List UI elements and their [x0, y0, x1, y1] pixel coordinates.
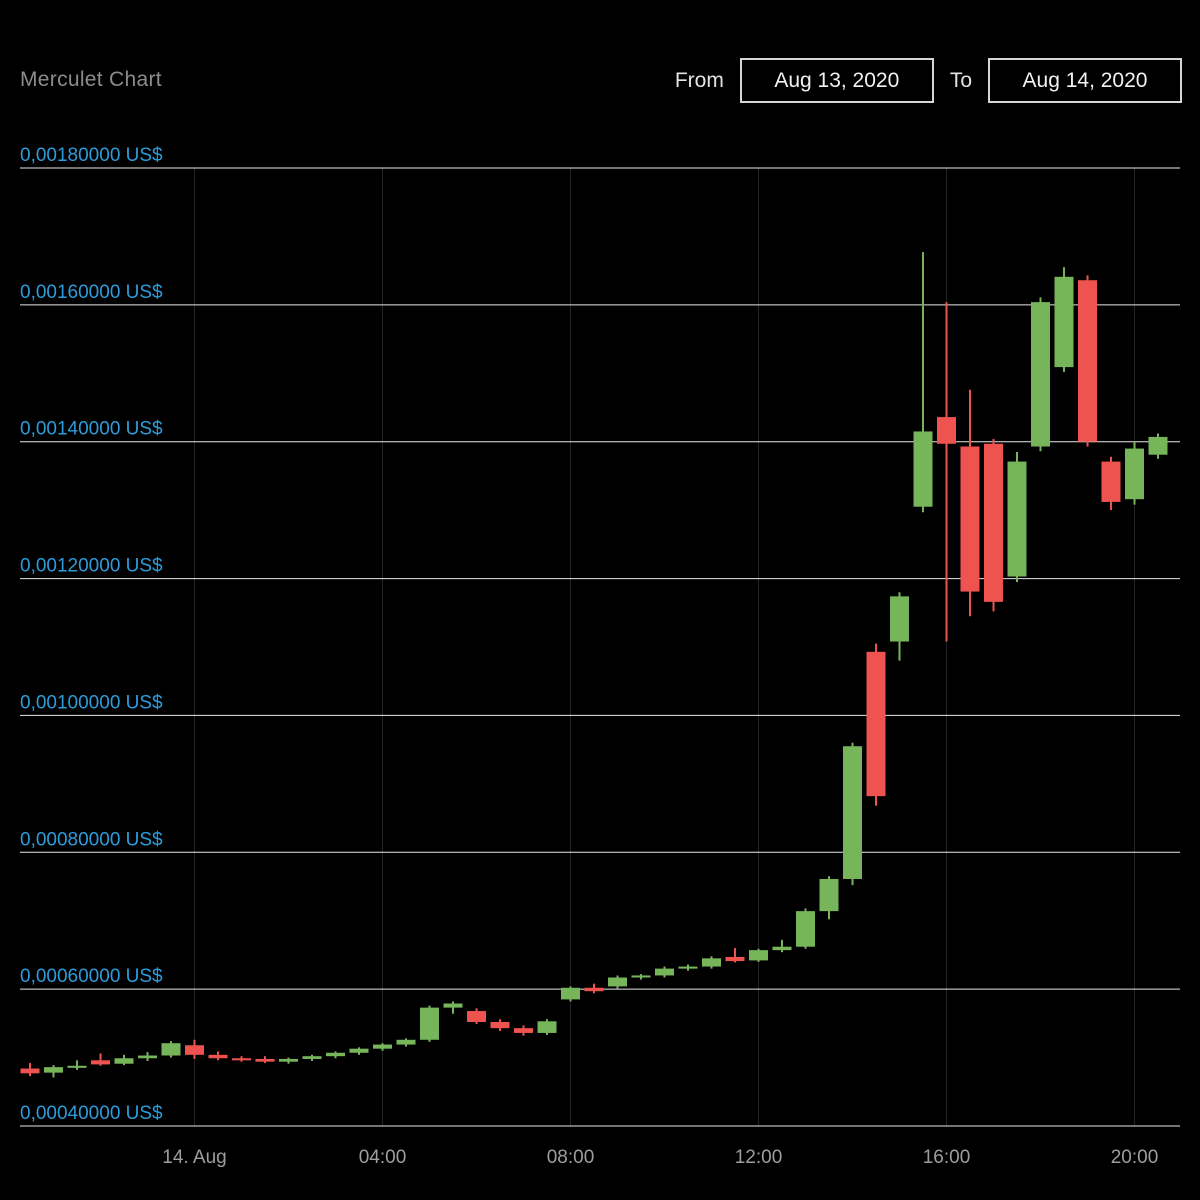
candle-body[interactable] [467, 1011, 486, 1022]
x-axis-label: 04:00 [359, 1147, 407, 1168]
candle-body[interactable] [44, 1067, 63, 1073]
candle-body[interactable] [937, 417, 956, 444]
candle-body[interactable] [255, 1058, 275, 1062]
candle-body[interactable] [913, 431, 933, 507]
y-axis-label: 0,00180000 US$ [20, 145, 163, 166]
candle-body[interactable] [631, 975, 651, 978]
y-axis-label: 0,00040000 US$ [20, 1103, 163, 1124]
candle-body[interactable] [678, 966, 698, 969]
x-axis-label: 12:00 [735, 1147, 783, 1168]
candle-body[interactable] [373, 1044, 392, 1049]
candle-body[interactable] [1148, 436, 1168, 455]
to-label: To [949, 68, 972, 92]
x-axis-label: 16:00 [923, 1147, 971, 1168]
candle-body[interactable] [326, 1052, 345, 1057]
candle-body[interactable] [396, 1039, 416, 1045]
candle-body[interactable] [20, 1068, 40, 1074]
candle-body[interactable] [420, 1007, 439, 1040]
candle-body[interactable] [584, 987, 604, 992]
candle-body[interactable] [161, 1043, 181, 1056]
candle-body[interactable] [1078, 280, 1097, 442]
candle-body[interactable] [67, 1065, 87, 1068]
candle-body[interactable] [1007, 461, 1027, 577]
candle-body[interactable] [960, 446, 980, 592]
to-date-input[interactable]: Aug 14, 2020 [988, 58, 1182, 104]
candle-body[interactable] [514, 1028, 533, 1033]
from-date-input[interactable]: Aug 13, 2020 [739, 58, 934, 104]
y-axis-label: 0,00160000 US$ [20, 282, 163, 303]
y-axis-label: 0,00080000 US$ [20, 829, 163, 850]
candle-body[interactable] [772, 946, 792, 951]
candle-body[interactable] [443, 1003, 463, 1008]
chart-title: Merculet Chart [20, 68, 162, 91]
candle-body[interactable] [302, 1056, 322, 1059]
candle-body[interactable] [1101, 461, 1121, 502]
x-axis-label: 14. Aug [162, 1147, 226, 1168]
candle-body[interactable] [1125, 448, 1144, 500]
candle-body[interactable] [725, 956, 745, 962]
date-range-controls: From Aug 13, 2020 To Aug 14, 2020 [674, 58, 1182, 104]
candle-body[interactable] [279, 1058, 298, 1062]
candle-body[interactable] [819, 878, 839, 912]
candle-body[interactable] [866, 651, 886, 797]
candle-body[interactable] [984, 443, 1003, 602]
candle-body[interactable] [1031, 302, 1050, 447]
x-axis-label: 20:00 [1111, 1147, 1159, 1168]
candle-body[interactable] [749, 950, 768, 961]
candle-body[interactable] [537, 1021, 557, 1033]
x-axis-label: 08:00 [547, 1147, 595, 1168]
candle-body[interactable] [796, 911, 815, 947]
from-label: From [674, 68, 724, 92]
candle-body[interactable] [490, 1021, 510, 1029]
candle-body[interactable] [185, 1045, 204, 1055]
candle-body[interactable] [232, 1058, 251, 1061]
y-axis-label: 0,00060000 US$ [20, 966, 163, 987]
candle-body[interactable] [114, 1058, 134, 1064]
candle-body[interactable] [138, 1055, 157, 1059]
y-axis-label: 0,00140000 US$ [20, 419, 163, 440]
candle-body[interactable] [208, 1054, 228, 1059]
candle-body[interactable] [91, 1060, 110, 1065]
candle-body[interactable] [349, 1048, 369, 1053]
candle-body[interactable] [1054, 276, 1074, 368]
candle-body[interactable] [561, 987, 580, 1000]
candle-body[interactable] [608, 977, 627, 987]
candle-body[interactable] [702, 958, 721, 967]
candle-body[interactable] [843, 746, 862, 879]
y-axis-label: 0,00120000 US$ [20, 556, 163, 577]
y-axis-label: 0,00100000 US$ [20, 692, 163, 713]
candle-body[interactable] [890, 596, 909, 642]
candle-body[interactable] [655, 968, 674, 976]
